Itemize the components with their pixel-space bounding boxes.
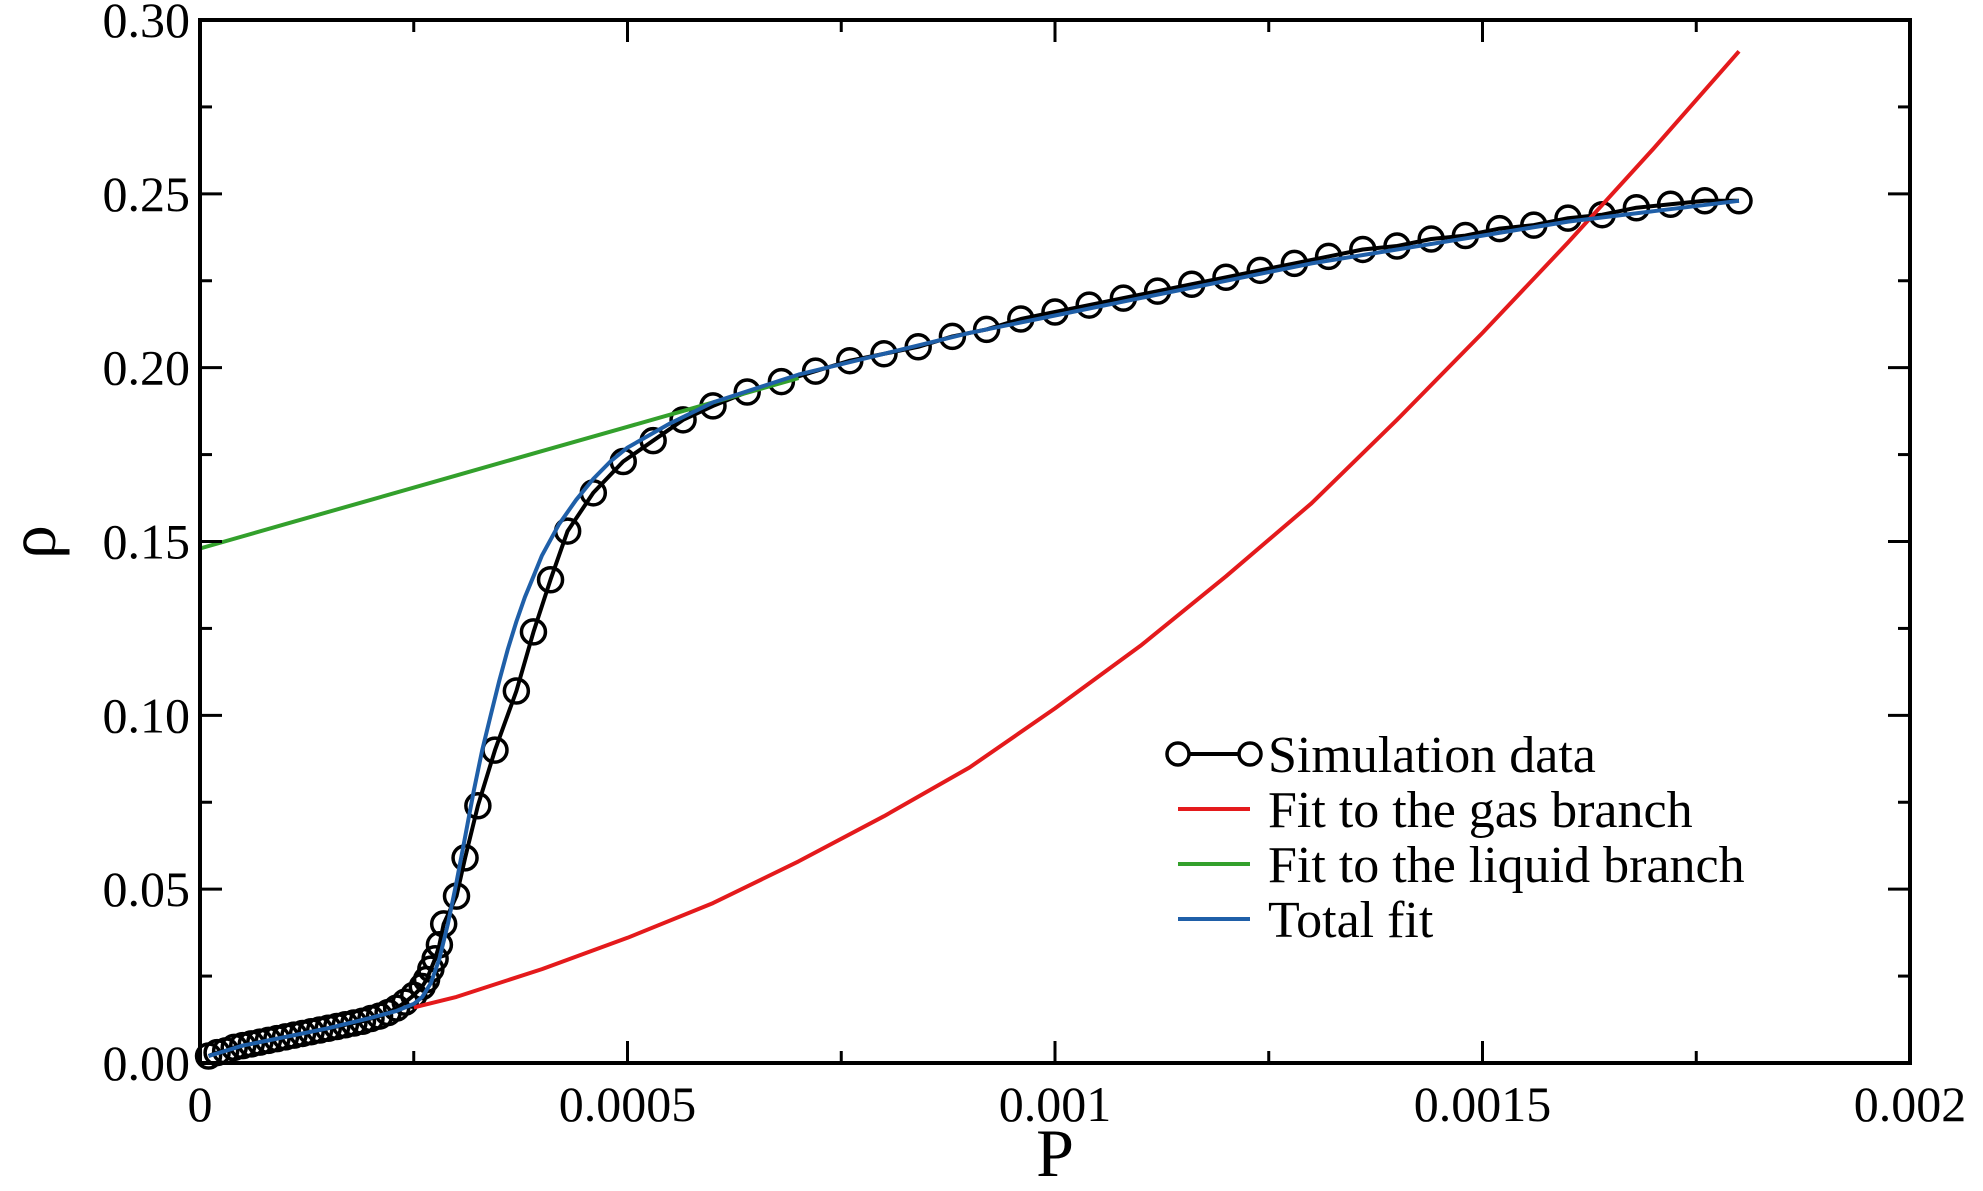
series-line-total-fit (208, 198, 1740, 1058)
x-tick-label: 0.002 (1854, 1076, 1967, 1132)
legend-marker (1237, 741, 1263, 767)
y-tick-label: 0.20 (103, 340, 191, 396)
data-point (519, 618, 548, 646)
data-point (464, 791, 492, 820)
y-tick-label: 0.10 (103, 687, 191, 743)
series-line-fit-to-the-gas-branch (413, 49, 1741, 1010)
series-layer (194, 49, 1753, 1070)
x-axis-title: P (1036, 1115, 1074, 1191)
legend-label: Total fit (1268, 892, 1434, 949)
x-tick-label: 0 (188, 1076, 213, 1132)
data-point (733, 378, 761, 406)
data-point (1417, 225, 1445, 253)
x-tick-label: 0.0015 (1414, 1076, 1552, 1132)
legend-label: Simulation data (1268, 727, 1596, 784)
legend-label: Fit to the gas branch (1268, 782, 1693, 839)
y-tick-label: 0.30 (103, 0, 191, 48)
tick-labels-layer: 0 0.0005 0.001 0.0015 0.002 0.00 0.05 0.10 0.15 0… (103, 0, 1967, 1132)
y-axis-title: ρ (0, 525, 70, 559)
data-point (1349, 235, 1377, 264)
data-point (536, 565, 565, 594)
y-tick-label: 0.05 (103, 861, 191, 917)
y-tick-label: 0.15 (103, 514, 191, 570)
x-tick-label: 0.0005 (559, 1076, 697, 1132)
data-point (1314, 242, 1343, 271)
data-point (669, 406, 697, 434)
data-point (938, 322, 967, 351)
data-point (1691, 187, 1719, 215)
data-point (1656, 190, 1685, 219)
data-point (1622, 193, 1651, 222)
data-point (972, 315, 1001, 344)
data-point (801, 357, 830, 385)
y-tick-label: 0.00 (103, 1035, 191, 1091)
legend-label: Fit to the liquid branch (1268, 837, 1745, 894)
legend-marker (1165, 741, 1191, 767)
data-point (1485, 214, 1514, 243)
x-tick-label: 0.001 (999, 1076, 1112, 1132)
ticks-layer (198, 18, 1912, 1065)
series-line-fit-to-the-liquid-branch (199, 376, 800, 551)
data-point (502, 677, 531, 705)
data-point (870, 340, 898, 368)
y-tick-label: 0.25 (103, 166, 191, 222)
